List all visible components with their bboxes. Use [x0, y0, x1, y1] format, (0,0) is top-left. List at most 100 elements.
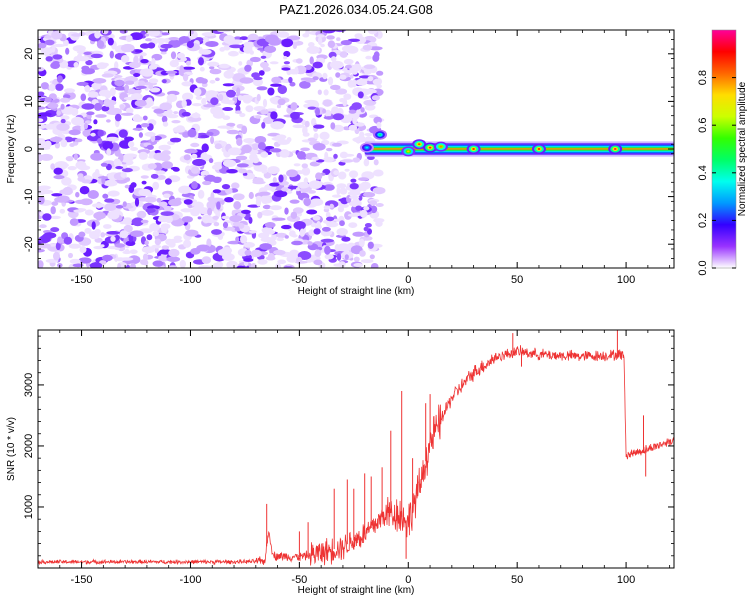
spectrogram-noise-cell: [295, 58, 303, 64]
spectrogram-noise-cell: [134, 99, 147, 107]
spectrogram-noise-cell: [292, 207, 304, 214]
spectrogram-noise-cell: [370, 263, 379, 268]
spectrogram-hotspots: [359, 129, 623, 157]
spectrogram-noise-cell: [363, 158, 370, 167]
spectrogram-noise-cell: [136, 210, 147, 219]
spectrogram-noise-cell: [250, 249, 262, 258]
spectrogram-noise-cell: [183, 199, 193, 205]
spectrogram-noise-cell: [329, 203, 334, 208]
spectrogram-noise-cell: [38, 118, 44, 123]
x-tick-label: -50: [291, 274, 307, 286]
spectrogram-noise-cell: [248, 216, 253, 224]
y-tick-label: 1000: [23, 495, 35, 519]
spectrogram-noise-cell: [341, 236, 351, 242]
x-tick-label: 100: [617, 274, 635, 286]
spectrogram-noise-cell: [312, 215, 321, 221]
spectrogram-noise-cell: [78, 257, 92, 264]
spectrogram-noise-cell: [231, 182, 240, 189]
spectrogram-noise-cell: [269, 182, 280, 187]
spectrogram-noise-cell: [196, 244, 211, 252]
spectrogram-noise-cell: [63, 88, 76, 93]
spectrogram-noise-cell: [236, 163, 249, 168]
colorbar-tick-label: 0.6: [697, 118, 709, 133]
spectrogram-noise-cell: [325, 211, 331, 218]
spectrogram-noise-cell: [239, 36, 249, 41]
spectrogram-noise-cell: [349, 195, 360, 199]
spectrogram-noise-cell: [120, 171, 127, 178]
spectrogram-x-axis: -150 -100 -50 0 50 100: [37, 30, 671, 286]
spectrogram-noise-cell: [191, 112, 201, 119]
spectrogram-noise-cell: [87, 190, 99, 199]
spectrogram-noise-cell: [326, 147, 333, 152]
spectrogram-noise-cell: [354, 122, 365, 127]
spectrogram-noise-cell: [262, 98, 268, 108]
spectrogram-noise-cell: [293, 163, 301, 167]
spectrogram-noise-cell: [222, 221, 229, 229]
spectrogram-noise-cell: [157, 217, 165, 222]
spectrogram-noise-cell: [324, 245, 331, 255]
spectrogram-noise-cell: [253, 76, 263, 81]
spectrogram-noise-cell: [364, 104, 376, 111]
spectrogram-noise-cell: [193, 87, 202, 97]
spectrogram-noise-cell: [154, 238, 162, 246]
spectrogram-noise-cell: [131, 93, 143, 100]
spectrogram-noise-cell: [50, 227, 60, 233]
spectrogram-noise-cell: [290, 111, 300, 120]
spectrogram-noise-cell: [153, 108, 165, 114]
spectrogram-noise-cell: [124, 84, 129, 92]
spectrogram-noise-cell: [120, 112, 134, 116]
spectrogram-noise-cell: [201, 32, 216, 37]
spectrogram-noise-cell: [343, 58, 354, 65]
spectrogram-noise-cell: [198, 265, 213, 268]
spectrogram-noise-cell: [217, 233, 224, 240]
spectrogram-noise-cell: [256, 86, 268, 91]
spectrogram-noise-cell: [236, 265, 245, 268]
spectrogram-noise-cell: [308, 42, 315, 48]
spectrogram-noise-cell: [270, 83, 282, 87]
spectrogram-noise-cell: [260, 61, 269, 69]
spectrogram-noise-cell: [265, 256, 276, 261]
spectrogram-noise-cell: [248, 191, 254, 200]
spectrogram-noise-cell: [114, 79, 125, 87]
spectrogram-noise-cell: [38, 185, 51, 190]
spectrogram-noise-cell: [117, 263, 122, 268]
spectrogram-noise-cell: [322, 30, 336, 34]
spectrogram-noise-cell: [270, 121, 285, 130]
spectrogram-noise-cell: [302, 132, 310, 137]
spectrogram-noise-cell: [255, 197, 262, 207]
spectrogram-noise-cell: [39, 224, 47, 229]
spectrogram-noise-cell: [161, 115, 168, 123]
spectrogram-noise-cell: [125, 107, 134, 114]
spectrogram-noise-cell: [367, 30, 378, 35]
spectrogram-noise-cell: [336, 37, 341, 42]
spectrogram-noise-cell: [200, 78, 208, 84]
spectrogram-noise-cell: [222, 253, 235, 261]
spectrogram-noise-cell: [114, 243, 126, 248]
spectrogram-noise-cell: [283, 50, 291, 58]
spectrogram-noise-cell: [123, 224, 133, 233]
spectrogram-noise-cell: [56, 123, 70, 131]
spectrogram-noise-cell: [321, 226, 331, 232]
spectrogram-noise-cell: [313, 228, 321, 235]
spectrogram-noise-cell: [351, 102, 363, 110]
spectrogram-hotspot: [417, 143, 421, 146]
spectrogram-noise-cell: [188, 204, 193, 208]
spectrogram-noise-cell: [236, 87, 241, 96]
spectrogram-noise-cell: [97, 138, 103, 144]
spectrogram-noise-cell: [270, 148, 282, 153]
spectrogram-noise-cell: [226, 169, 238, 174]
spectrogram-noise-cell: [226, 89, 236, 98]
spectrogram-noise-cell: [327, 76, 334, 86]
spectrogram-noise-cell: [305, 30, 310, 36]
spectrogram-noise-cell: [198, 57, 204, 66]
colorbar-gradient: [712, 30, 736, 268]
spectrogram-noise-cell: [376, 121, 382, 129]
spectrogram-noise-cell: [52, 43, 66, 48]
spectrogram-noise-cell: [319, 131, 330, 140]
spectrogram-noise-cell: [38, 67, 45, 72]
spectrogram-noise-cell: [45, 56, 53, 62]
spectrogram-noise-cell: [62, 186, 73, 196]
spectrogram-noise-cell: [127, 141, 135, 148]
spectrogram-noise-cell: [346, 46, 359, 54]
spectrogram-noise-cell: [304, 120, 310, 128]
